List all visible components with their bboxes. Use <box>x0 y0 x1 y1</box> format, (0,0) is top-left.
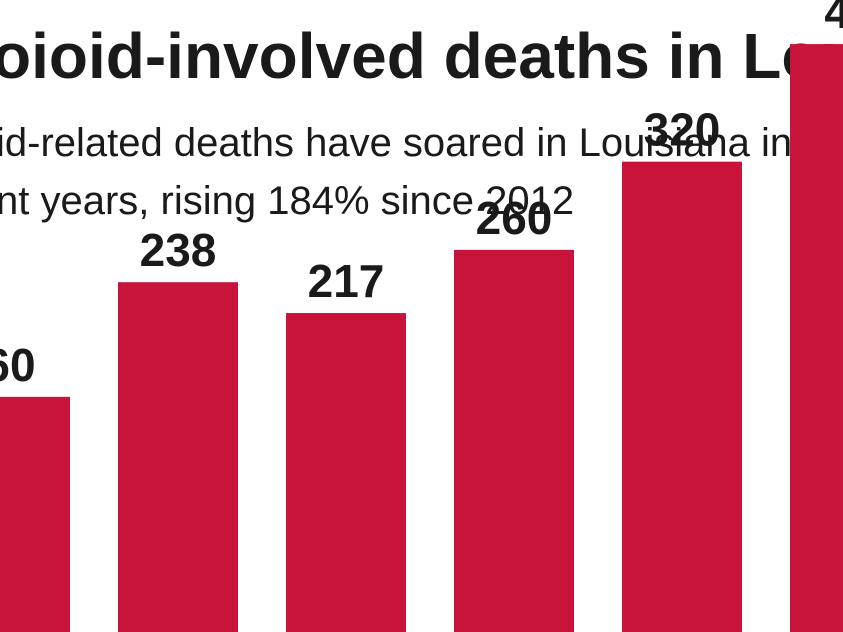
value-label-3: 260 <box>476 192 553 244</box>
value-label-5: 40 <box>824 0 843 38</box>
value-label-2: 217 <box>308 255 385 307</box>
chart-subtitle-line-2: nt years, rising 184% since 2012 <box>0 179 574 223</box>
bar-3 <box>454 249 574 632</box>
chart-subtitle-line-1: id-related deaths have soared in Louisia… <box>0 121 792 165</box>
value-label-0: 60 <box>0 339 36 391</box>
bars-group <box>0 44 843 632</box>
chart-title: oioid-involved deaths in Louis <box>0 20 843 92</box>
bar-0 <box>0 396 70 632</box>
bar-4 <box>622 161 742 632</box>
bar-5 <box>790 44 843 632</box>
value-label-1: 238 <box>140 224 217 276</box>
value-labels-group: 60 238 217 260 320 40 <box>0 0 843 391</box>
bar-1 <box>118 282 238 632</box>
value-label-4: 320 <box>644 104 721 156</box>
bar-2 <box>286 313 406 632</box>
